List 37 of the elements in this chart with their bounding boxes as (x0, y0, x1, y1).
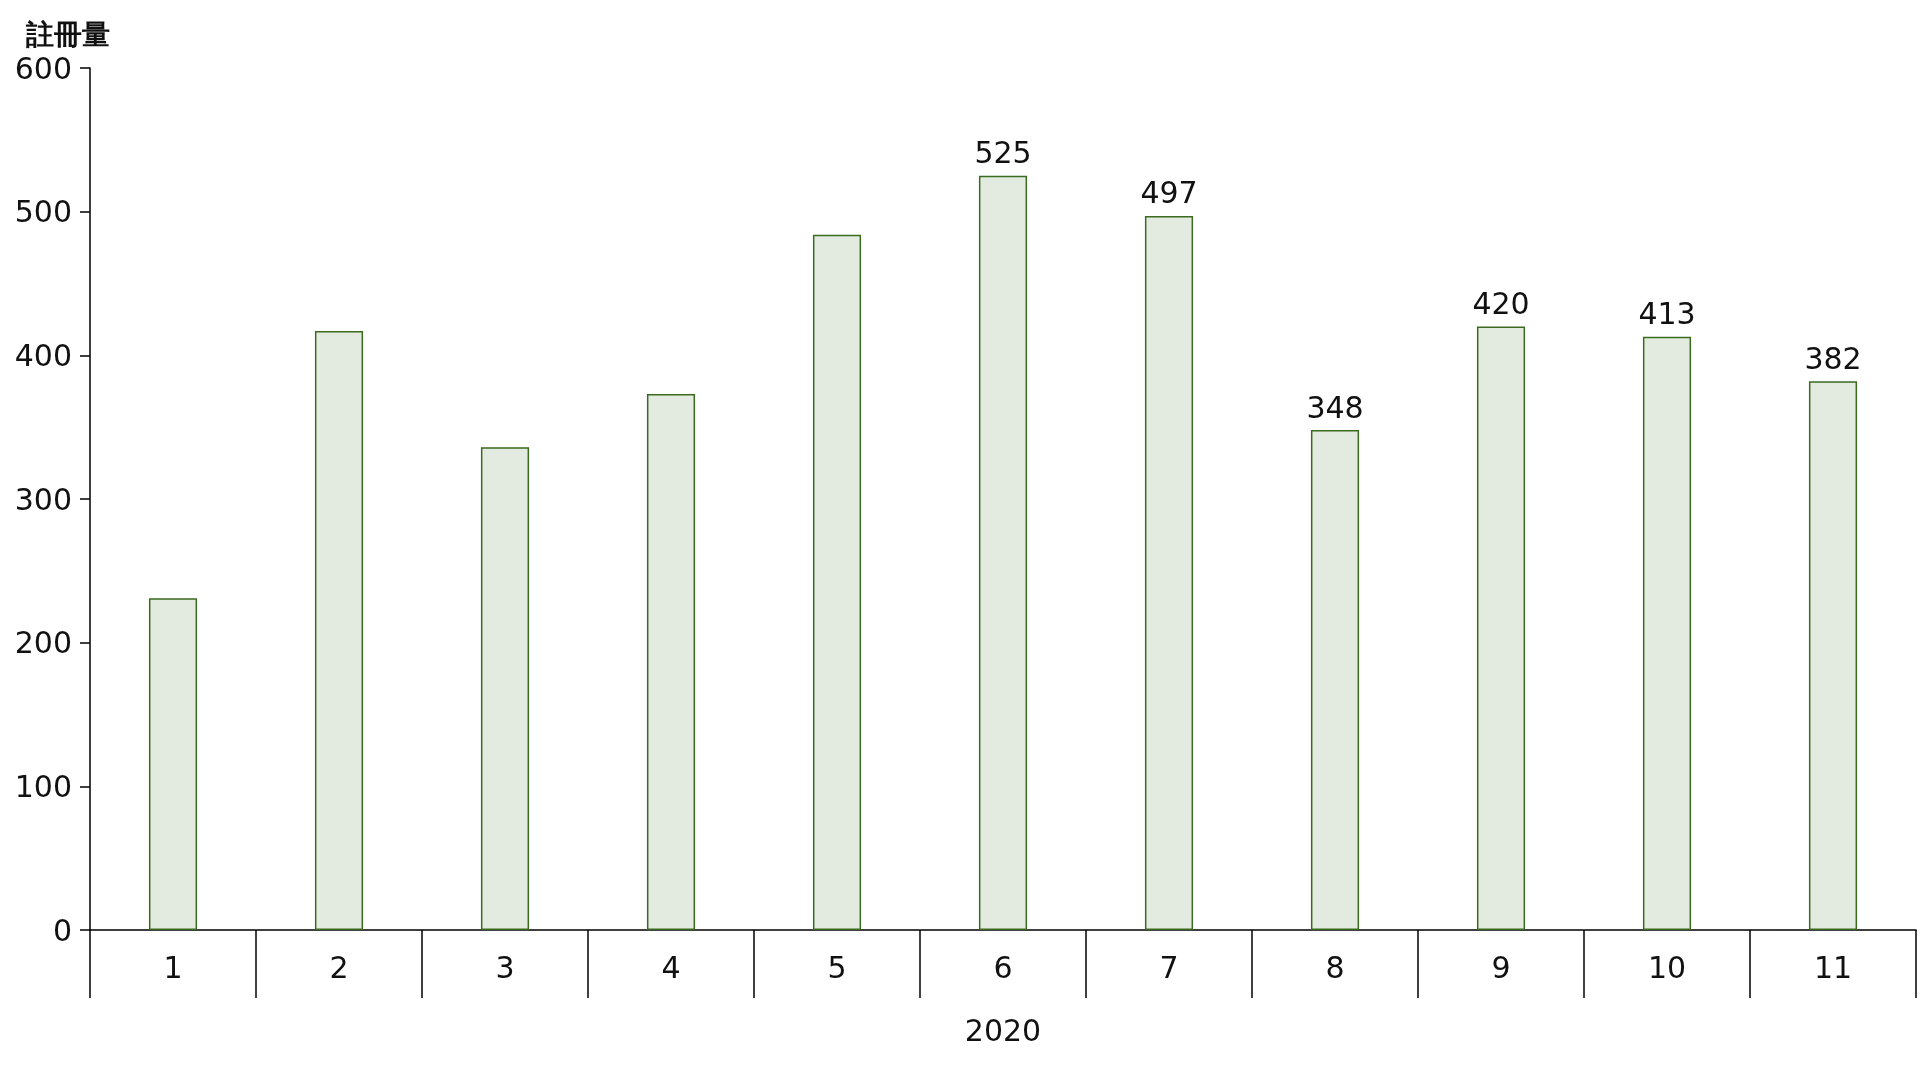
data-label: 382 (1804, 340, 1862, 376)
y-tick-label: 100 (14, 768, 72, 804)
x-tick-label: 6 (993, 949, 1013, 985)
x-tick-label: 11 (1813, 949, 1853, 985)
bar (480, 447, 530, 930)
x-tick-label: 2 (329, 949, 349, 985)
y-tick-label: 600 (14, 50, 72, 86)
x-axis-title: 2020 (964, 1012, 1042, 1048)
x-tick-label: 5 (827, 949, 847, 985)
bar (1144, 215, 1194, 930)
y-axis-title: 註冊量 (25, 17, 110, 51)
bar (314, 330, 364, 930)
x-tick-label: 7 (1159, 949, 1179, 985)
x-tick-label: 1 (163, 949, 183, 985)
bar (1476, 326, 1526, 930)
data-label: 497 (1140, 175, 1198, 211)
x-tick-label: 10 (1647, 949, 1687, 985)
x-tick-label: 4 (661, 949, 681, 985)
data-label: 413 (1638, 296, 1696, 332)
bar (1642, 336, 1692, 930)
y-tick-label: 500 (14, 194, 72, 230)
data-label: 420 (1472, 286, 1530, 322)
y-tick-label: 300 (14, 481, 72, 517)
data-label: 348 (1306, 389, 1364, 425)
bar (812, 234, 862, 930)
bar (978, 175, 1028, 930)
bar (148, 598, 198, 930)
x-tick-label: 8 (1325, 949, 1345, 985)
bar (1310, 430, 1360, 930)
x-tick-label: 9 (1491, 949, 1511, 985)
bar (1808, 381, 1858, 930)
x-tick-label: 3 (495, 949, 515, 985)
y-tick-label: 400 (14, 337, 72, 373)
bar (646, 394, 696, 930)
y-tick-label: 0 (52, 912, 72, 948)
y-tick-label: 200 (14, 625, 72, 661)
data-label: 525 (974, 135, 1032, 171)
